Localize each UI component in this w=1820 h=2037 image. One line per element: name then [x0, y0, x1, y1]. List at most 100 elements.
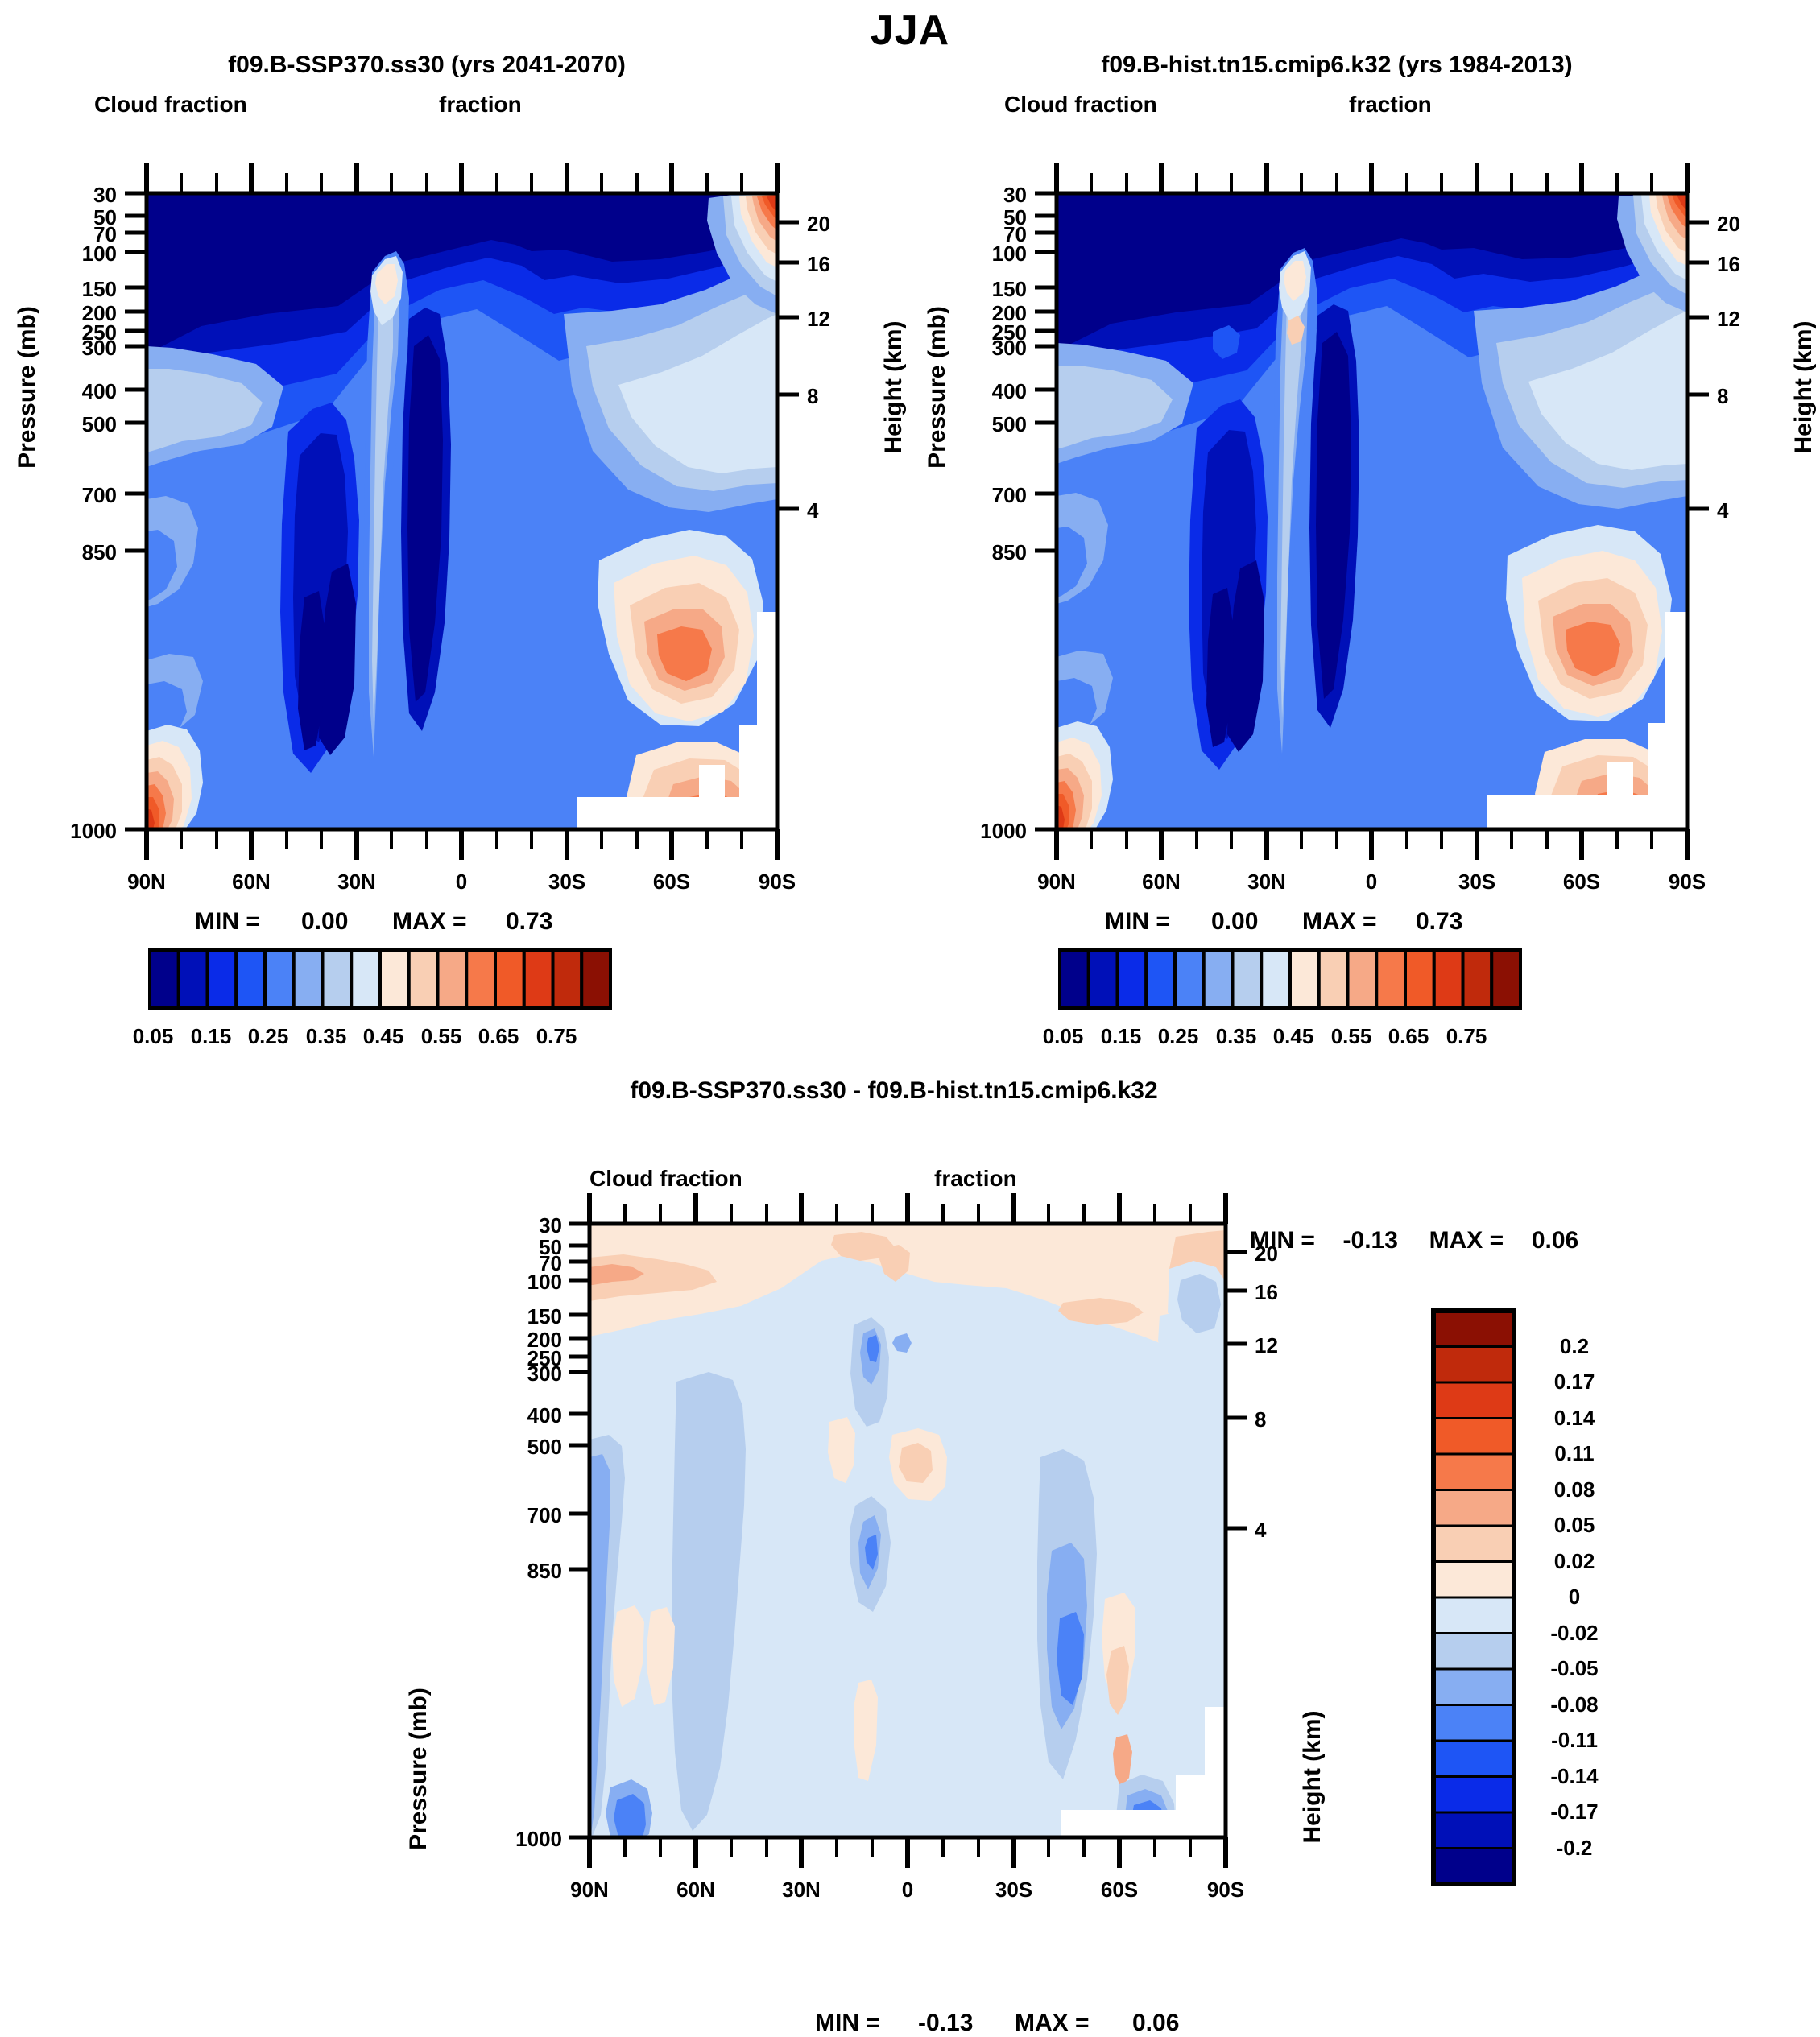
- htick-c-4: 4: [1255, 1518, 1267, 1542]
- figure-title: JJA: [870, 7, 950, 54]
- panel-hist-min-label: MIN =: [1105, 908, 1170, 935]
- cbar-b-1: 0.15: [1100, 1024, 1142, 1048]
- panel-ssp370-plot: [125, 163, 799, 860]
- lattick-60N: 60N: [232, 870, 271, 894]
- panel-diff-colorbar[interactable]: [1425, 1304, 1764, 1900]
- cbar-a-6: 0.65: [478, 1024, 519, 1048]
- panel-diff-sub-right: fraction: [934, 1166, 1017, 1191]
- panel-diff-sub-left: Cloud fraction: [589, 1166, 742, 1191]
- ptick-c-30: 30: [539, 1213, 562, 1237]
- panel-hist-colorbar[interactable]: [910, 934, 1776, 1047]
- lattick-c-30N: 30N: [782, 1878, 821, 1902]
- panel-hist-title: f09.B-hist.tn15.cmip6.k32 (yrs 1984-2013…: [1101, 52, 1573, 78]
- colorbar-cell: [1432, 1596, 1516, 1634]
- ptick-400: 400: [81, 379, 117, 403]
- lattick-b-60N: 60N: [1142, 870, 1181, 894]
- ptick-b-500: 500: [991, 412, 1027, 436]
- colorbar-tick-label: 0.11: [1554, 1441, 1595, 1465]
- colorbar-cell: [1432, 1489, 1516, 1527]
- colorbar-tick-label: -0.14: [1550, 1763, 1599, 1788]
- htick-8: 8: [807, 384, 819, 408]
- ptick-c-400: 400: [527, 1403, 562, 1428]
- panel-ssp370-left-ticks: [125, 191, 147, 832]
- lattick-b-30S: 30S: [1458, 870, 1496, 894]
- ptick-500: 500: [81, 412, 117, 436]
- colorbar-cell: [350, 948, 382, 1010]
- cbar-b-0: 0.05: [1042, 1024, 1084, 1048]
- ptick-300: 300: [81, 336, 117, 360]
- ptick-c-50: 50: [539, 1235, 562, 1259]
- ptick-c-250: 250: [527, 1346, 562, 1370]
- colorbar-cell: [1144, 948, 1177, 1010]
- colorbar-cell: [1432, 1632, 1516, 1671]
- colorbar-tick-label: 0.17: [1553, 1370, 1595, 1394]
- colorbar-cell: [1058, 948, 1090, 1010]
- colorbar-tick-label: -0.11: [1551, 1728, 1598, 1752]
- htick-b-4: 4: [1717, 498, 1729, 523]
- colorbar-tick-label: -0.02: [1550, 1620, 1599, 1645]
- panel-ssp370-min-label: MIN =: [195, 908, 260, 935]
- ptick-b-150: 150: [991, 277, 1027, 301]
- lattick-30S: 30S: [548, 870, 586, 894]
- colorbar-tick-label: 0.2: [1559, 1333, 1590, 1358]
- panel-ssp370-sub-right: fraction: [439, 92, 522, 117]
- panel-hist-top-minor-ticks: [1090, 173, 1653, 193]
- ptick-b-700: 700: [991, 483, 1027, 507]
- colorbar-cell: [205, 948, 238, 1010]
- colorbar-cell: [1432, 1775, 1516, 1814]
- colorbar-tick-label: 0.08: [1553, 1477, 1595, 1502]
- lattick-b-30N: 30N: [1247, 870, 1286, 894]
- cbar-a-4: 0.45: [362, 1024, 404, 1048]
- panel-hist-sub-right: fraction: [1349, 92, 1432, 117]
- lattick-c-90S: 90S: [1206, 1878, 1245, 1902]
- panel-ssp370-sub-left: Cloud fraction: [94, 92, 247, 117]
- cbar-a-1: 0.15: [190, 1024, 232, 1048]
- cbar-a-0: 0.05: [132, 1024, 174, 1048]
- ptick-c-500: 500: [527, 1435, 562, 1459]
- ptick-b-30: 30: [1003, 183, 1027, 207]
- panel-ssp370-colorbar[interactable]: [0, 934, 866, 1047]
- panel-hist-bottom-ticks: [1054, 829, 1690, 860]
- cbar-b-4: 0.45: [1272, 1024, 1314, 1048]
- panel-hist-plot: [1035, 163, 1709, 860]
- panel-ssp370-bottom-minor-ticks: [180, 829, 743, 849]
- cbar-b-2: 0.25: [1157, 1024, 1199, 1048]
- colorbar-cell: [407, 948, 440, 1010]
- ptick-b-1000: 1000: [980, 819, 1027, 843]
- colorbar-cell: [321, 948, 354, 1010]
- panel-ssp370-max-value: 0.73: [506, 908, 553, 935]
- ptick-b-100: 100: [991, 242, 1027, 266]
- colorbar-cell: [494, 948, 526, 1010]
- colorbar-cell: [263, 948, 296, 1010]
- panel-diff-top-minor-ticks: [623, 1204, 1192, 1224]
- htick-b-16: 16: [1717, 252, 1740, 276]
- cbar-b-7: 0.75: [1446, 1024, 1487, 1048]
- panel-diff-left-ticks: [569, 1221, 589, 1840]
- colorbar-tick-label: 0.14: [1553, 1405, 1595, 1430]
- lattick-30N: 30N: [337, 870, 376, 894]
- htick-4: 4: [807, 498, 819, 523]
- ptick-150: 150: [81, 277, 117, 301]
- htick-16: 16: [807, 252, 830, 276]
- colorbar-cell: [1288, 948, 1321, 1010]
- ptick-b-70: 70: [1003, 222, 1027, 246]
- lattick-b-90N: 90N: [1037, 870, 1076, 894]
- panel-ssp370: f09.B-SSP370.ss30 (yrs 2041-2070) Cloud …: [0, 48, 907, 1055]
- ptick-c-300: 300: [527, 1361, 562, 1386]
- diff-minmax-row: MIN = -0.13 MAX = 0.06: [1250, 1227, 1578, 1254]
- cbar-a-7: 0.75: [536, 1024, 577, 1048]
- ptick-c-150: 150: [527, 1304, 562, 1328]
- colorbar-cell: [1432, 1452, 1516, 1491]
- panel-hist-height-label: Height (km): [1790, 320, 1817, 454]
- colorbar-tick-label: -0.08: [1550, 1692, 1599, 1717]
- cbar-b-6: 0.65: [1388, 1024, 1429, 1048]
- ptick-c-100: 100: [527, 1270, 562, 1294]
- htick-20: 20: [807, 212, 830, 236]
- colorbar-tick-label: -0.2: [1556, 1835, 1593, 1860]
- panel-ssp370-top-minor-ticks: [180, 173, 743, 193]
- colorbar-tick-label: 0.02: [1553, 1548, 1595, 1573]
- panel-hist: f09.B-hist.tn15.cmip6.k32 (yrs 1984-2013…: [910, 48, 1817, 1055]
- colorbar-cell: [1432, 1309, 1516, 1348]
- ptick-c-700: 700: [527, 1503, 562, 1527]
- ptick-c-200: 200: [527, 1328, 562, 1352]
